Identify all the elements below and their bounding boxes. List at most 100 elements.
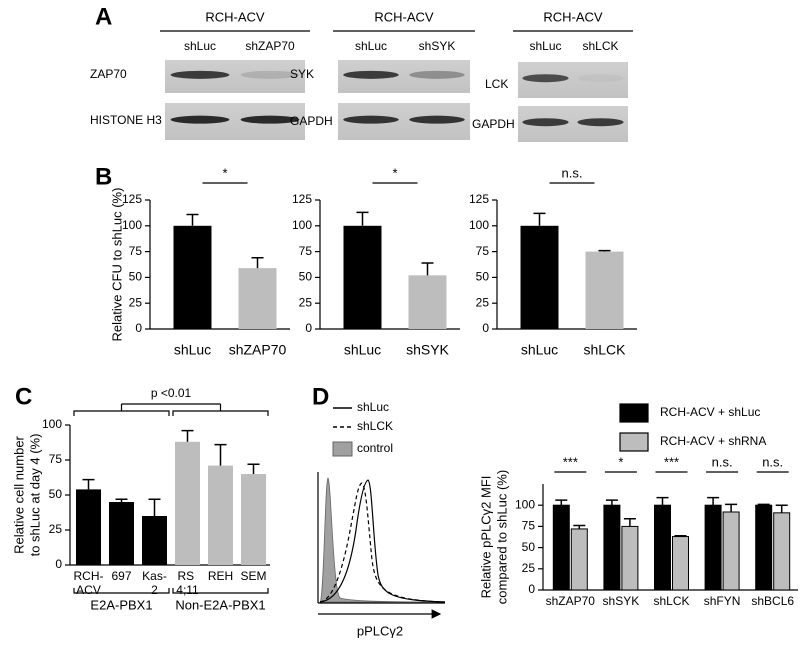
x-tick-label: shLCK [653, 594, 689, 608]
significance-label: * [392, 165, 397, 180]
y-tick-label: 25 [299, 295, 313, 309]
blot-band [577, 118, 624, 127]
error-bar [247, 463, 260, 474]
y-tick-label: 0 [482, 321, 489, 335]
error-bar [656, 496, 669, 506]
error-bar [598, 249, 611, 252]
label-line: RCH- [74, 569, 104, 583]
protein-label: GAPDH [290, 114, 333, 128]
bar [343, 225, 382, 329]
x-tick-label: 697 [111, 569, 131, 583]
error-bar [725, 503, 738, 512]
y-tick-label: 125 [292, 192, 312, 206]
error-bar [573, 524, 586, 529]
error-bar [775, 504, 788, 513]
bar [520, 225, 559, 329]
bar [173, 225, 212, 329]
legend-swatch [619, 403, 649, 423]
flow-histogram: pPLCγ2 shLuc shLCK control [317, 400, 446, 638]
error-bar [82, 478, 95, 490]
error-bar [421, 262, 434, 276]
comparison-label: p <0.01 [151, 386, 192, 400]
y-tick-label: 25 [49, 522, 63, 536]
y-tick-label: 75 [476, 244, 490, 258]
label-line: 4;11 [176, 583, 199, 597]
bar [755, 504, 773, 591]
label-line: ACV [76, 583, 101, 597]
x-tick-label: shLuc [344, 342, 381, 358]
x-axis-label: pPLCγ2 [357, 623, 403, 638]
blot-band [240, 115, 300, 124]
bar [654, 504, 671, 591]
significance-label: * [618, 454, 623, 469]
protein-label: ZAP70 [90, 67, 127, 81]
y-tick-label: 75 [129, 244, 143, 258]
blot-band [522, 118, 569, 127]
x-tick-label: RS 4;11 [176, 569, 199, 597]
bar [585, 251, 624, 329]
y-tick-label: 75 [49, 452, 63, 466]
bar [76, 489, 101, 565]
protein-label: SYK [290, 67, 314, 81]
legend-swatch [619, 432, 649, 452]
y-axis-label: Relative cell number [11, 435, 26, 553]
x-tick-label: REH [208, 569, 233, 583]
label-line: 2 [151, 583, 158, 597]
error-bar [757, 503, 770, 506]
legend-label: RCH-ACV + shRNA [660, 434, 766, 448]
blot-band [577, 74, 624, 83]
error-bar [356, 211, 369, 226]
panel-label: A [95, 3, 112, 30]
bar [704, 504, 722, 591]
y-axis-label: to shLuc at day 4 (%) [27, 434, 42, 557]
lane-label: shLuc [355, 39, 387, 53]
group-label: E2A-PBX1 [90, 597, 152, 612]
blot-band [343, 115, 399, 124]
shlck-curve [319, 482, 446, 603]
bar [109, 502, 134, 565]
blot-band [170, 70, 230, 79]
x-tick-label: Kas-2 [142, 569, 167, 597]
bar [408, 275, 447, 329]
legend-swatch [332, 441, 353, 457]
lane-label: shSYK [419, 39, 456, 53]
y-tick-label: 100 [292, 218, 312, 232]
y-tick-label: 50 [49, 487, 63, 501]
y-tick-label: 50 [522, 540, 536, 554]
comparison-bracket [73, 404, 170, 416]
error-bar [555, 499, 568, 506]
blot-band [240, 70, 300, 79]
y-axis-label: Relative pPLCγ2 MFI [478, 476, 493, 599]
blot-band [409, 70, 465, 79]
legend-label: control [357, 441, 393, 455]
blot-band [522, 74, 569, 83]
bar [603, 504, 621, 591]
lane-label: shLuc [529, 39, 561, 53]
blot-band [343, 70, 399, 79]
x-tick-label: SEM [240, 569, 266, 583]
blot-header: RCH-ACV [205, 9, 265, 24]
group-bracket [172, 588, 269, 594]
blot-band [409, 115, 465, 124]
panel-label: C [15, 383, 32, 410]
significance-label: n.s. [562, 165, 583, 180]
bar [621, 525, 639, 591]
error-bar [623, 518, 636, 527]
y-tick-label: 25 [129, 295, 143, 309]
y-tick-label: 0 [55, 557, 62, 571]
error-bar [148, 498, 161, 516]
panel-label: B [95, 163, 112, 190]
y-tick-label: 50 [299, 270, 313, 284]
x-tick-label: shZAP70 [546, 594, 596, 608]
error-bar [707, 496, 720, 506]
bar [722, 511, 740, 591]
blot-header: RCH-ACV [543, 9, 603, 24]
legend-label: RCH-ACV + shLuc [660, 405, 760, 419]
bar [238, 268, 277, 329]
bar [672, 536, 689, 591]
shluc-curve [319, 479, 446, 603]
group-bracket [73, 588, 170, 594]
y-tick-label: 100 [122, 218, 142, 232]
x-tick-label: shLuc [521, 342, 558, 358]
y-tick-label: 0 [135, 321, 142, 335]
